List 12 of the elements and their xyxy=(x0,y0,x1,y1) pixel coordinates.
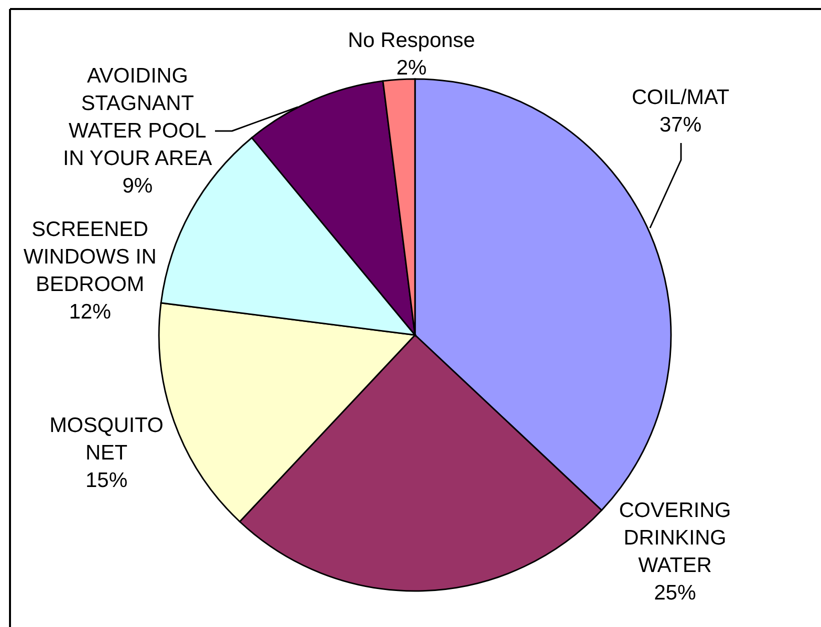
slice-label: SCREENED WINDOWS IN BEDROOM xyxy=(24,218,156,296)
slice-label: COVERING DRINKING WATER xyxy=(618,499,732,577)
data-label: 12% xyxy=(68,300,112,324)
slice-label: MOSQUITO NET xyxy=(50,414,164,464)
data-label: 37% xyxy=(659,114,702,136)
slice-label: AVOIDING STAGNANT WATER POOL IN YOUR AREA xyxy=(63,64,212,170)
data-label: 2% xyxy=(396,56,427,80)
data-label: 15% xyxy=(85,469,128,492)
slice-label: No Response xyxy=(348,29,476,52)
data-label: 9% xyxy=(122,174,153,198)
slice-label: COIL/MAT xyxy=(632,86,730,109)
data-label: 25% xyxy=(654,582,696,604)
